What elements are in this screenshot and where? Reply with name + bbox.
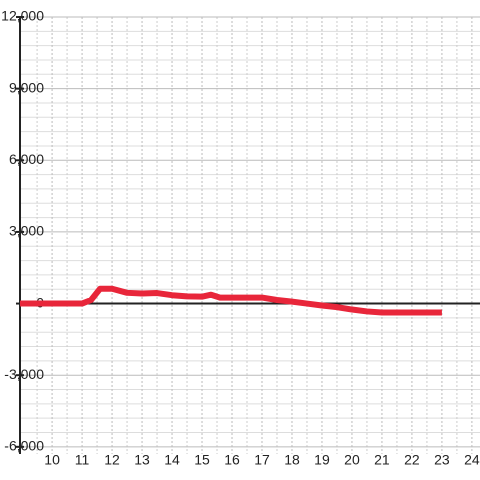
x-tick-label: 21: [374, 452, 390, 468]
x-tick-label: 20: [344, 452, 360, 468]
y-tick-label: -3,000: [4, 366, 44, 382]
y-tick-label: -6,000: [4, 438, 44, 454]
x-tick-label: 16: [224, 452, 240, 468]
y-tick-label: 6,000: [9, 151, 44, 167]
x-tick-label: 23: [434, 452, 450, 468]
x-tick-label: 24: [464, 452, 480, 468]
x-tick-label: 18: [284, 452, 300, 468]
data-line: [20, 285, 442, 316]
x-tick-label: 12: [104, 452, 120, 468]
x-tick-label: 15: [194, 452, 210, 468]
x-tick-label: 17: [254, 452, 270, 468]
y-tick-label: 9,000: [9, 79, 44, 95]
x-tick-label: 22: [404, 452, 420, 468]
x-tick-label: 19: [314, 452, 330, 468]
x-tick-label: 14: [164, 452, 180, 468]
x-tick-label: 11: [75, 452, 90, 468]
x-tick-label: 10: [44, 452, 60, 468]
x-tick-label: 13: [134, 452, 150, 468]
y-tick-label: 3,000: [9, 223, 44, 239]
y-tick-label: 12,000: [1, 8, 44, 24]
